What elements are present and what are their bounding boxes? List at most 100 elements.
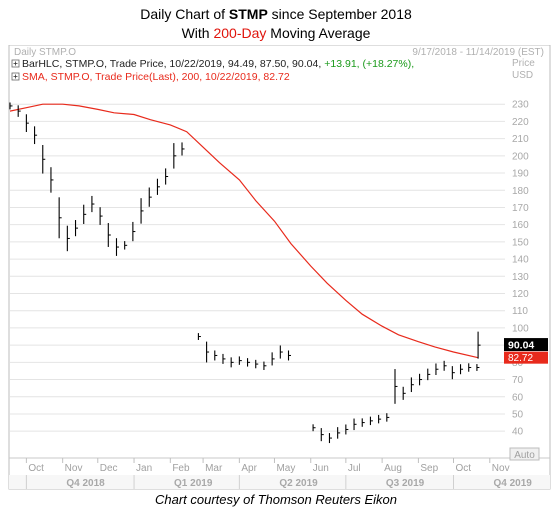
auto-scale-button[interactable]: Auto	[509, 447, 540, 461]
chart-title-line2: With 200-Day Moving Average	[181, 25, 371, 41]
price-bar	[410, 377, 414, 393]
y-tick-label: 110	[512, 306, 528, 317]
x-month-label: Nov	[492, 463, 510, 474]
price-bar	[402, 386, 406, 400]
price-bar	[255, 359, 259, 369]
price-bar	[107, 223, 111, 247]
price-bar	[181, 142, 185, 156]
legend-bar-change: +13.91, (+18.27%),	[324, 58, 414, 70]
sma-price-tag: 82.72	[504, 351, 548, 364]
price-series	[9, 102, 481, 444]
sma-line	[9, 103, 479, 359]
y-tick-label: 230	[512, 100, 529, 111]
price-bar	[206, 341, 210, 363]
chart-title-line1: Daily Chart of STMP since September 2018	[140, 6, 412, 22]
price-bar	[50, 167, 54, 193]
price-bar	[222, 353, 226, 364]
y-tick-label: 140	[512, 255, 529, 266]
price-bar	[476, 364, 480, 371]
price-bar	[337, 427, 341, 439]
y-tick-label: 160	[512, 220, 529, 231]
y-tick-label: 50	[512, 409, 524, 420]
x-month-label: Jan	[136, 463, 152, 474]
price-bar	[271, 352, 275, 366]
price-bar	[197, 333, 201, 340]
price-bar	[140, 198, 144, 224]
x-quarter-label: Q4 2018	[66, 478, 105, 489]
price-bar	[378, 414, 382, 424]
price-bar	[361, 418, 365, 427]
x-quarter-label: Q3 2019	[386, 478, 425, 489]
x-month-label: Dec	[100, 463, 118, 474]
x-month-label: Aug	[384, 463, 402, 474]
price-bar	[345, 424, 349, 435]
price-bar	[66, 225, 70, 252]
date-range: 9/17/2018 - 11/14/2019 (EST)	[412, 47, 544, 58]
price-bar	[287, 350, 292, 361]
gridlines	[10, 103, 505, 432]
title-highlight: 200-Day	[213, 25, 267, 41]
price-bar	[427, 368, 431, 381]
chart-name: Daily STMP.O	[14, 47, 76, 58]
y-tick-label: 100	[512, 323, 529, 334]
x-month-label: Jun	[313, 463, 329, 474]
y-tick-label: 40	[512, 427, 524, 438]
price-bar	[58, 197, 62, 239]
x-axis: Oct Nov Dec Jan Feb Mar Apr May Jun Jul Aug Sep Oct N…	[25, 458, 533, 489]
legend-sma-text: SMA, STMP.O, Trade Price(Last), 200, 10/…	[22, 71, 290, 83]
price-bar	[468, 363, 472, 372]
price-bar	[443, 360, 447, 371]
x-month-label: May	[276, 463, 295, 474]
price-bar	[115, 238, 119, 256]
price-bar	[42, 144, 46, 174]
y-axis-unit: USD	[512, 70, 533, 81]
price-bar	[99, 207, 103, 225]
price-bar	[124, 241, 128, 250]
svg-text:Auto: Auto	[514, 450, 535, 461]
price-bar	[165, 168, 169, 185]
price-bar	[247, 358, 251, 367]
price-bar	[17, 105, 21, 117]
price-bar	[477, 331, 481, 359]
y-tick-label: 220	[512, 117, 529, 128]
x-quarter-label: Q1 2019	[174, 478, 213, 489]
price-bar	[419, 373, 423, 386]
price-bar	[353, 418, 357, 431]
x-month-label: Oct	[456, 463, 472, 474]
price-bar	[328, 433, 332, 444]
y-tick-label: 150	[512, 237, 529, 248]
legend: BarHLC, STMP.O, Trade Price, 10/22/2019,…	[11, 58, 414, 83]
price-chart: Daily STMP.O 9/17/2018 - 11/14/2019 (EST…	[0, 45, 552, 491]
y-tick-label: 170	[512, 203, 529, 214]
price-bar	[156, 178, 160, 195]
x-month-label: Feb	[172, 463, 190, 474]
price-bar	[312, 424, 316, 432]
y-axis-label: Price	[512, 58, 535, 69]
price-bar	[25, 114, 29, 133]
price-bar	[83, 204, 87, 224]
price-bar	[34, 126, 38, 145]
price-bar	[9, 102, 13, 110]
price-bar	[148, 187, 152, 207]
price-bar	[173, 143, 177, 169]
y-tick-label: 120	[512, 289, 529, 300]
y-tick-label: 70	[512, 375, 524, 386]
price-bar	[386, 413, 390, 422]
x-month-label: Mar	[205, 463, 223, 474]
x-quarter-label: Q4 2019	[494, 478, 533, 489]
price-bar	[91, 195, 95, 213]
sma-series	[9, 103, 479, 359]
y-tick-label: 130	[512, 272, 529, 283]
price-bar	[459, 364, 464, 375]
price-bar	[451, 366, 455, 380]
price-bar	[279, 345, 283, 359]
price-bar	[320, 428, 324, 442]
y-tick-label: 210	[512, 134, 529, 145]
price-bar	[238, 356, 242, 365]
price-bar	[230, 357, 234, 368]
y-tick-label: 60	[512, 392, 524, 403]
x-month-label: Oct	[28, 463, 44, 474]
svg-text:90.04: 90.04	[508, 340, 534, 352]
price-bar	[435, 363, 439, 375]
legend-bar-text: BarHLC, STMP.O, Trade Price, 10/22/2019,…	[22, 58, 321, 70]
